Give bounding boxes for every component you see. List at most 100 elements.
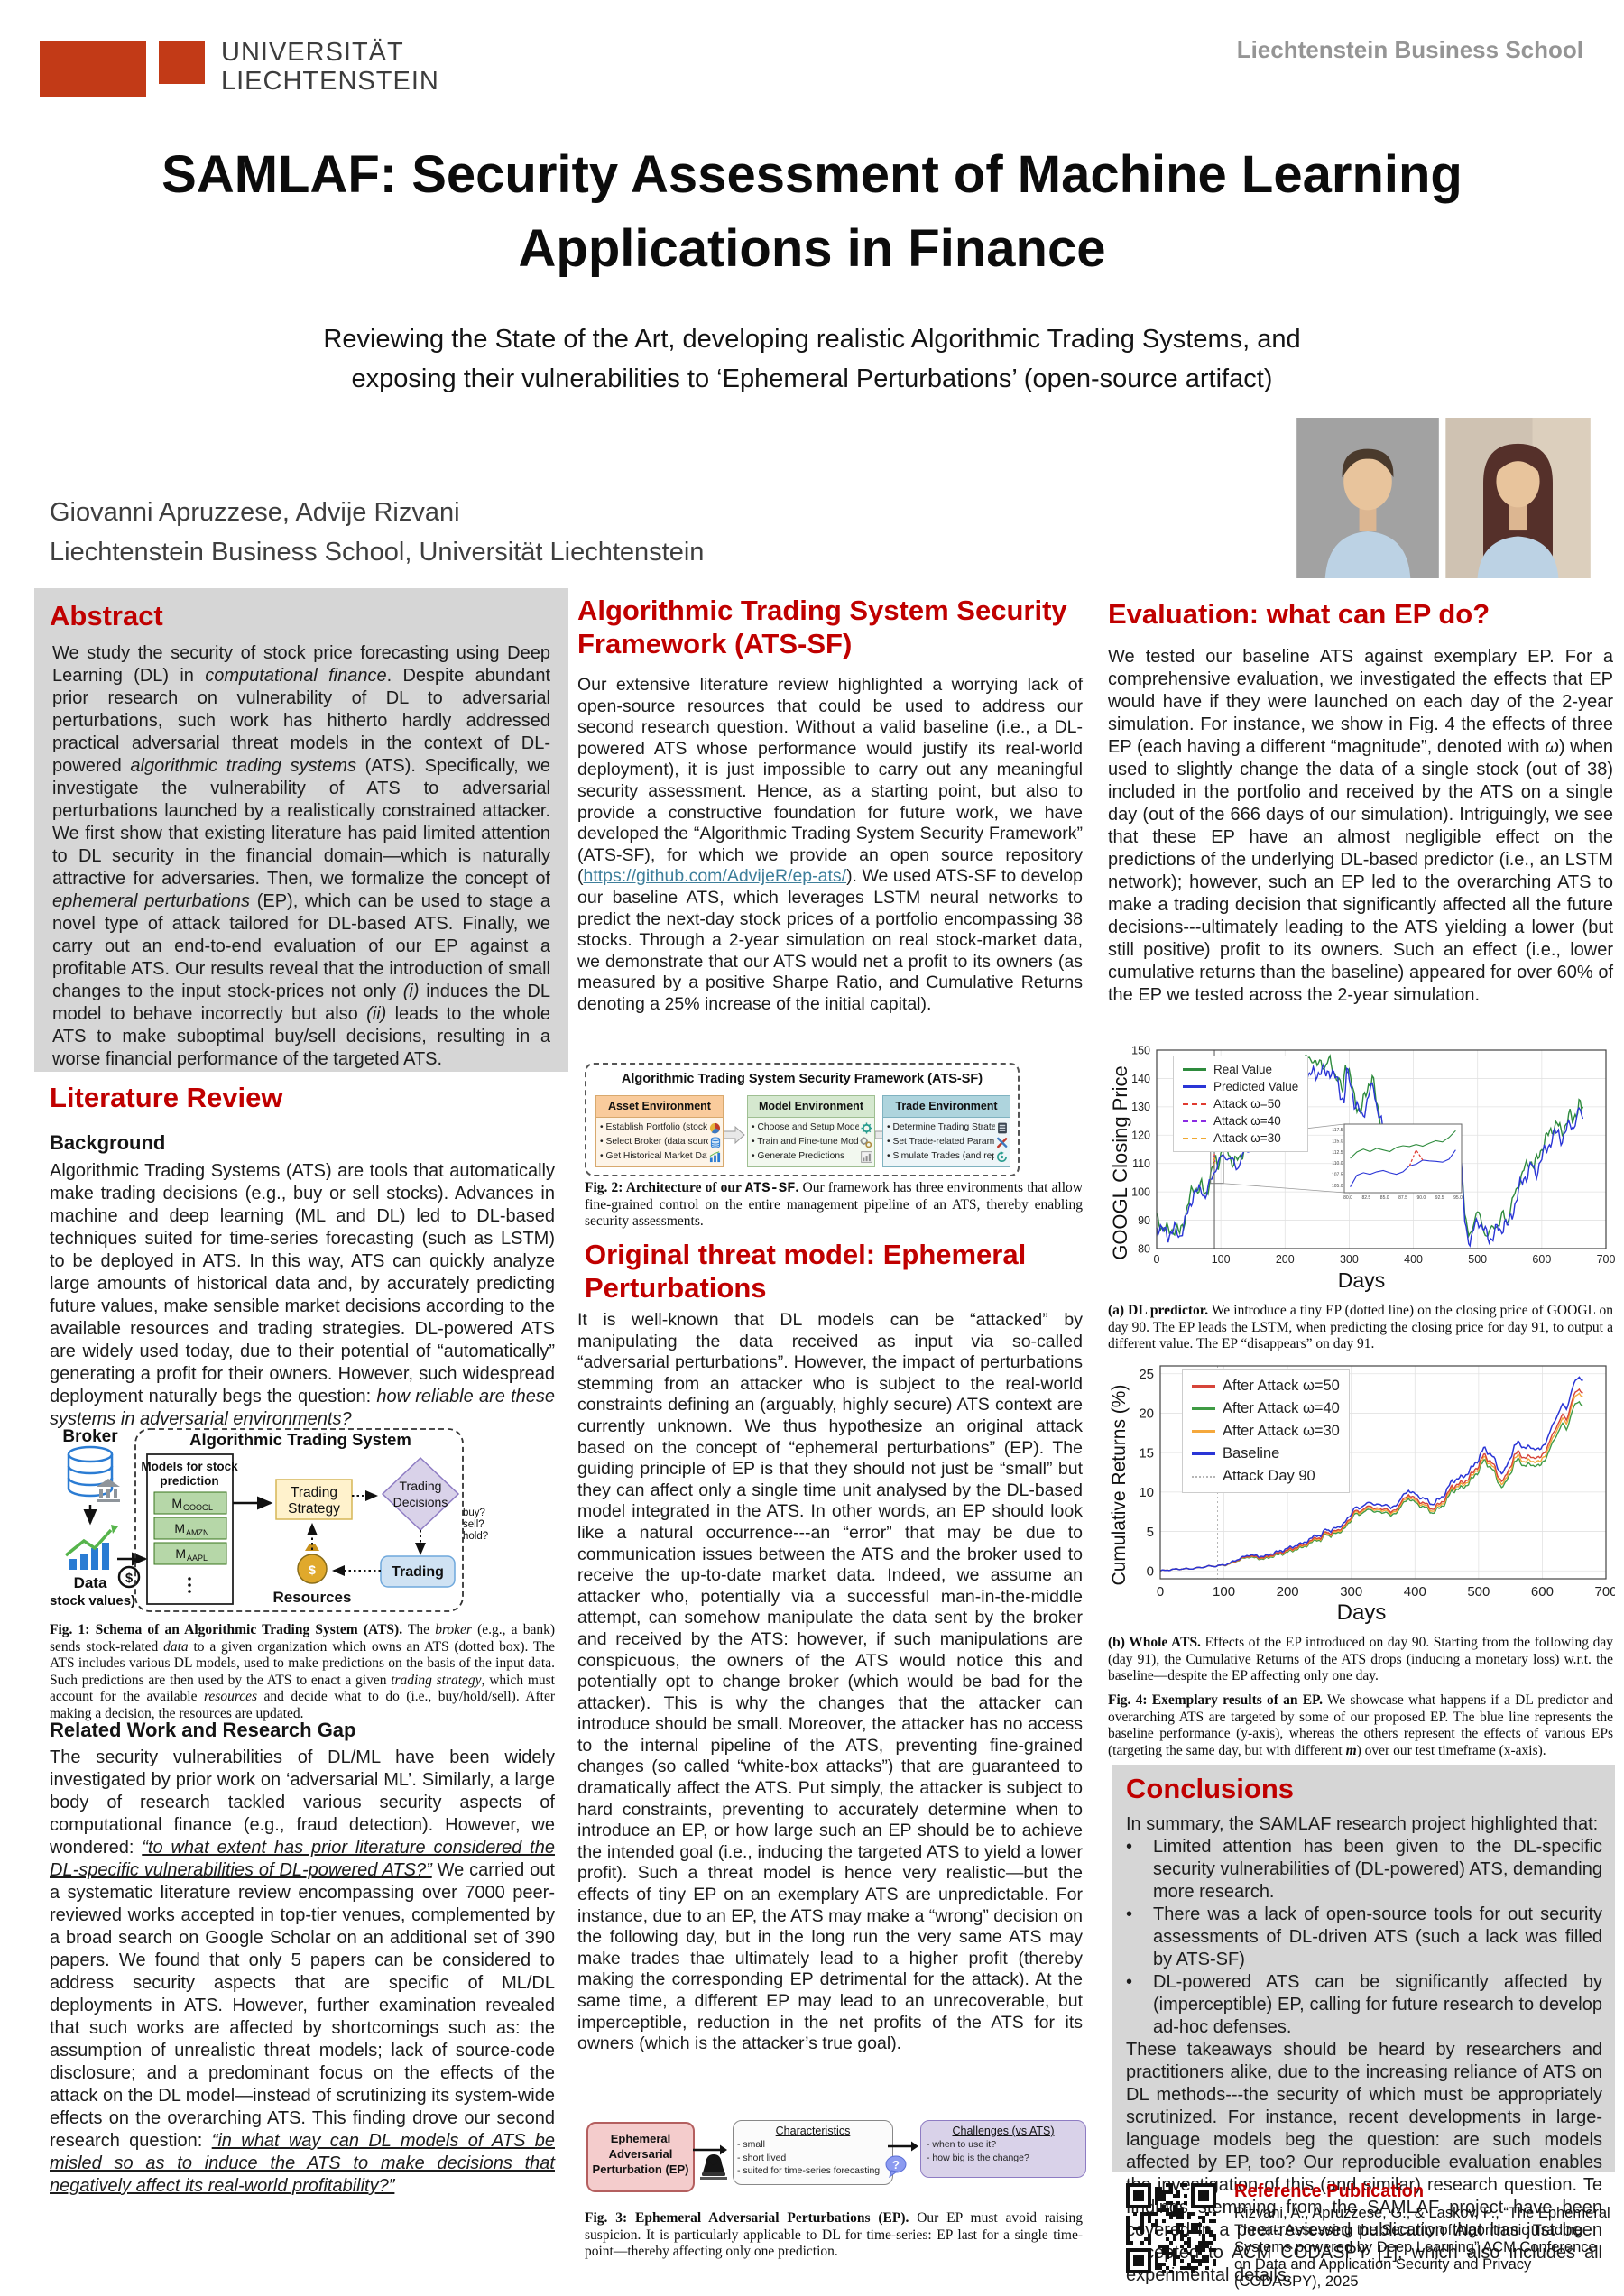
- model-amzn-box: M AMZN: [153, 1517, 227, 1540]
- author-photo-1-placeholder: [1296, 418, 1439, 578]
- legend-item: Attack ω=30: [1183, 1130, 1298, 1147]
- conclusions-body: In summary, the SAMLAF research project …: [1126, 1813, 1602, 2287]
- figure-2-title: Algorithmic Trading System Security Fram…: [621, 1072, 983, 1086]
- characteristics-item: - small: [737, 2139, 765, 2150]
- svg-text:M: M: [171, 1496, 182, 1510]
- ats-title: Algorithmic Trading System: [189, 1430, 411, 1449]
- university-logo-mark-small: [159, 41, 205, 84]
- inset-x-tick: 92.5: [1435, 1195, 1444, 1201]
- abstract-body: We study the security of stock price for…: [52, 643, 551, 1069]
- inset-x-tick: 90.0: [1416, 1195, 1426, 1201]
- svg-text:AMZN: AMZN: [186, 1528, 209, 1537]
- bullet-text: DL-powered ATS can be significantly affe…: [1153, 1972, 1602, 2037]
- y-tick-label: 90: [1138, 1214, 1150, 1227]
- y-tick-label: 150: [1131, 1045, 1150, 1056]
- legend-item: Attack Day 90: [1192, 1465, 1340, 1488]
- resources-label: Resources: [273, 1589, 352, 1606]
- models-title-1: Models for stock: [141, 1460, 238, 1473]
- threat-model-body: It is well-known that DL models can be “…: [577, 1310, 1083, 2054]
- evaluation-body: We tested our baseline ATS against exemp…: [1108, 647, 1614, 1005]
- asset-to-model-arrow: [724, 1126, 745, 1144]
- trade-environment-box: Trade Environment • Determine Trading St…: [882, 1095, 1010, 1167]
- y-tick-label: 10: [1139, 1485, 1154, 1500]
- x-tick-label: 100: [1212, 1253, 1231, 1266]
- university-logo-mark-large: [40, 41, 146, 97]
- trade-item-simulate: • Simulate Trades (and repeat): [887, 1149, 1008, 1164]
- github-repo-link[interactable]: https://github.com/AdvijeR/ep-ats/: [583, 866, 847, 887]
- challenges-item: - how big is the change?: [927, 2152, 1029, 2163]
- dollar-coin-icon: $: [117, 1565, 141, 1589]
- legend-item: After Attack ω=50: [1192, 1375, 1340, 1397]
- market-data-chart-icon: [709, 1150, 721, 1162]
- svg-text:M: M: [175, 1546, 186, 1561]
- predictions-chart-icon: [861, 1150, 872, 1163]
- model-aapl-box: M AAPL: [153, 1542, 227, 1565]
- characteristics-item: - suited for time-series forecasting: [737, 2165, 881, 2176]
- y-tick-label: 140: [1131, 1073, 1150, 1085]
- literature-review-heading: Literature Review: [50, 1082, 283, 1113]
- school-name: Liechtenstein Business School: [1236, 36, 1583, 63]
- related-work-subheading: Related Work and Research Gap: [50, 1719, 356, 1741]
- conclusions-outro: These takeaways should be heard by resea…: [1126, 2040, 1602, 2285]
- inset-y-tick: 105.0: [1332, 1184, 1343, 1189]
- author-photo-apruzzese: [1296, 418, 1439, 578]
- y-tick-label: 0: [1147, 1564, 1154, 1580]
- inset-y-tick: 112.5: [1332, 1150, 1343, 1156]
- inset-x-tick: 82.5: [1361, 1195, 1370, 1201]
- figure-4-caption: Fig. 4: Exemplary results of an EP. We s…: [1108, 1692, 1613, 1758]
- trading-strategy-box: Trading Strategy: [275, 1479, 353, 1520]
- svg-text:$: $: [309, 1563, 316, 1577]
- question-bubble-icon: ?: [885, 2155, 907, 2178]
- svg-text:Trading: Trading: [392, 1564, 444, 1580]
- svg-text:Trading: Trading: [291, 1485, 337, 1500]
- reference-citation: Rizvani, A., Apruzzese, G., & Laskov, P.…: [1234, 2205, 1610, 2290]
- stock-values-label: (stock values): [50, 1593, 135, 1609]
- bank-icon: [97, 1479, 120, 1502]
- legend-item: After Attack ω=40: [1192, 1397, 1340, 1420]
- inset-series: [1350, 1130, 1456, 1159]
- stock-chart-icon: [64, 1525, 118, 1570]
- figure-3-diagram: Ephemeral Adversarial Perturbation (EP) Ch…: [577, 2115, 1086, 2205]
- svg-text:Strategy: Strategy: [288, 1501, 340, 1517]
- inset-x-tick: 95.0: [1453, 1195, 1463, 1201]
- x-tick-label: 700: [1597, 1253, 1615, 1266]
- figure-4a-chart: 0 100 200 300 400 500 600 700 80 90 100 110 120 130 14…: [1108, 1044, 1615, 1296]
- svg-text:sell?: sell?: [463, 1519, 484, 1530]
- y-tick-label: 15: [1139, 1445, 1154, 1461]
- asset-item-broker: • Select Broker (data source): [600, 1135, 721, 1149]
- chart-series-Predicted Value: [1156, 1062, 1584, 1249]
- bullet-glyph: •: [1126, 1972, 1133, 1992]
- y-tick-label: 110: [1132, 1157, 1150, 1170]
- logo-line2: LIECHTENSTEIN: [221, 67, 439, 96]
- broker-label: Broker: [62, 1427, 118, 1446]
- x-tick-label: 600: [1532, 1253, 1551, 1266]
- inset-y-tick: 107.5: [1332, 1173, 1343, 1178]
- y-tick-label: 130: [1131, 1101, 1150, 1113]
- trade-environment-header: Trade Environment: [883, 1096, 1010, 1118]
- chart-a-ylabel: GOOGL Closing Price: [1109, 1065, 1131, 1260]
- model-environment-box: Model Environment • Choose and Setup Mod…: [747, 1095, 875, 1167]
- legend-item: Attack ω=40: [1183, 1112, 1298, 1130]
- atssf-heading: Algorithmic Trading System Security Fram…: [577, 595, 1067, 659]
- y-tick-label: 120: [1131, 1130, 1150, 1142]
- inset-x-tick: 80.0: [1343, 1195, 1352, 1201]
- university-logo-text: UNIVERSITÄT LIECHTENSTEIN: [221, 38, 439, 96]
- x-tick-label: 400: [1404, 1253, 1423, 1266]
- y-tick-label: 25: [1139, 1367, 1154, 1382]
- parameters-tools-icon: [997, 1137, 1008, 1148]
- author-photo-2-placeholder: [1445, 418, 1591, 578]
- x-tick-label: 600: [1531, 1584, 1554, 1600]
- chart-series-Baseline: [1159, 1376, 1583, 1572]
- figure-1-diagram: Broker: [45, 1424, 555, 1618]
- conclusions-intro: In summary, the SAMLAF research project …: [1126, 1814, 1599, 1834]
- author-photo-rizvani: [1445, 418, 1591, 578]
- affiliation: Liechtenstein Business School, Universit…: [50, 538, 705, 567]
- figure-2-caption: Fig. 2: Architecture of our ATS-SF. Our …: [585, 1180, 1083, 1230]
- model-environment-header: Model Environment: [748, 1096, 874, 1118]
- bullet-text: Limited attention has been given to the …: [1153, 1837, 1602, 1902]
- broker-database-icon: [710, 1136, 721, 1148]
- conclusions-panel: [1112, 1765, 1615, 2172]
- asset-item-portfolio: • Establish Portfolio (stocks): [600, 1120, 721, 1135]
- x-tick-label: 200: [1277, 1584, 1299, 1600]
